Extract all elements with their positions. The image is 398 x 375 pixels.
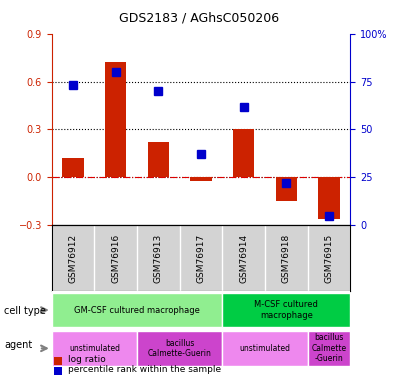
Bar — [190, 177, 212, 181]
FancyBboxPatch shape — [222, 331, 308, 366]
Text: GSM76916: GSM76916 — [111, 234, 120, 283]
FancyBboxPatch shape — [137, 331, 222, 366]
Text: bacillus
Calmette-Guerin: bacillus Calmette-Guerin — [148, 339, 212, 358]
Text: M-CSF cultured
macrophage: M-CSF cultured macrophage — [254, 300, 318, 320]
Text: GDS2183 / AGhsC050206: GDS2183 / AGhsC050206 — [119, 11, 279, 24]
Bar — [148, 142, 169, 177]
Text: GM-CSF cultured macrophage: GM-CSF cultured macrophage — [74, 306, 200, 315]
FancyBboxPatch shape — [52, 331, 137, 366]
Text: GSM76912: GSM76912 — [68, 234, 78, 283]
Bar — [318, 177, 339, 219]
Bar — [275, 177, 297, 201]
Bar — [105, 63, 127, 177]
Text: GSM76915: GSM76915 — [324, 234, 334, 283]
Text: percentile rank within the sample: percentile rank within the sample — [68, 365, 221, 374]
Text: GSM76913: GSM76913 — [154, 234, 163, 283]
FancyBboxPatch shape — [308, 331, 350, 366]
Text: unstimulated: unstimulated — [69, 344, 120, 353]
Bar — [62, 158, 84, 177]
Text: GSM76914: GSM76914 — [239, 234, 248, 283]
Text: log ratio: log ratio — [68, 356, 105, 364]
Text: agent: agent — [4, 340, 32, 350]
Text: GSM76918: GSM76918 — [282, 234, 291, 283]
Text: GSM76917: GSM76917 — [197, 234, 205, 283]
Bar — [233, 129, 254, 177]
Text: cell type: cell type — [4, 306, 46, 316]
FancyBboxPatch shape — [222, 293, 350, 327]
FancyBboxPatch shape — [52, 293, 222, 327]
Text: unstimulated: unstimulated — [240, 344, 291, 353]
Text: bacillus
Calmette
-Guerin: bacillus Calmette -Guerin — [311, 333, 347, 363]
